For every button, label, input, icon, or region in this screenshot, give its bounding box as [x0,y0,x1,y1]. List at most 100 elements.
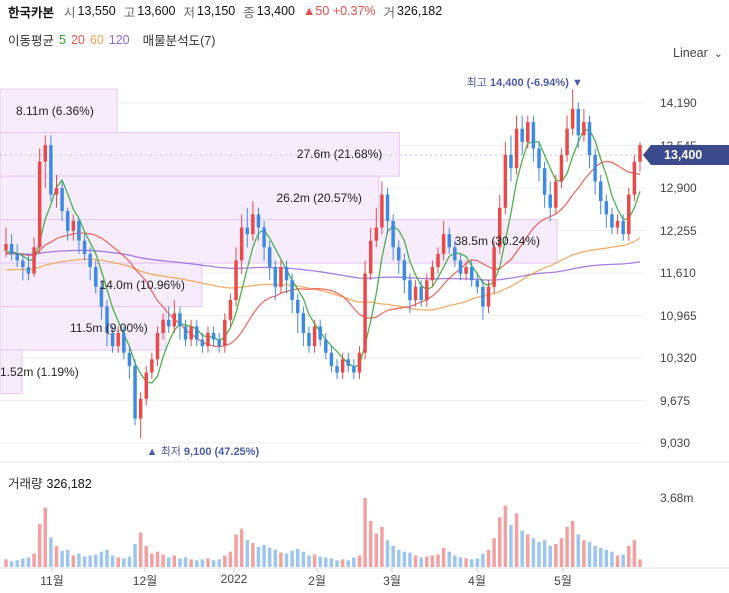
volume-profile-label: 38.5m (30.24%) [454,234,540,249]
candle-body [374,227,379,241]
volume-bar [60,550,64,567]
candle-body [82,240,87,254]
candle-body [458,260,463,274]
ma-60-label: 60 [89,32,104,47]
stock-name[interactable]: 한국카본 [8,5,55,20]
volume-bar [503,505,508,567]
volume-bar [144,545,149,567]
volume-profile-toggle[interactable]: 매물분석도(7) [142,34,216,48]
candle-body [178,313,182,327]
candle-body [324,339,328,353]
candle-body [335,365,339,373]
y-tick-label: 14,190 [660,96,697,110]
volume-bar [419,557,423,567]
x-tick-label: 12월 [132,574,158,588]
volume-value: 326,182 [397,4,443,18]
volume-bar [497,517,502,567]
current-price-value: 13,400 [664,148,703,162]
volume-bar [267,547,272,567]
volume-bar [239,528,244,567]
volume-bar [166,557,171,567]
volume-bar [374,533,379,567]
low-value: 13,150 [197,4,236,18]
candle-body [65,211,70,231]
high-label: 고 [123,5,136,20]
candle-body [627,194,631,235]
candle-body [88,253,92,268]
x-tick-label: 2022 [220,572,248,586]
candle-body [217,339,221,347]
candle-body [138,398,143,419]
candle-body [357,352,362,373]
candle-body [380,194,384,228]
volume-bar [363,498,367,567]
volume-bar [32,553,36,567]
candle-body [436,253,440,268]
scale-dropdown[interactable]: Linear ⌄ [673,46,723,60]
volume-bar [447,551,451,567]
candle-body [267,247,272,268]
volume-bar [195,560,199,567]
candle-body [570,108,575,129]
candle-body [195,326,199,340]
x-tick-label: 11월 [40,574,64,588]
candle-body [475,280,480,287]
candle-body [296,300,300,314]
candle-body [9,244,14,254]
volume-bar [587,542,592,567]
candle-body [638,145,642,162]
candle-body [559,155,564,182]
close-label: 종 [243,5,255,20]
volume-bar [537,542,541,567]
stock-info-bar: 한국카본 시 13,550 고 13,600 저 13,150 종 13,400 ▲50… [8,3,450,20]
volume-bar [99,551,104,567]
volume-bar [21,558,25,567]
volume-bar [54,545,59,567]
candle-body [453,247,457,261]
candle-body [200,339,205,347]
x-tick-label: 2월 [308,574,326,588]
change-value: ▲50 +0.37% [303,4,376,18]
ma-20-line [6,160,641,348]
candle-body [503,155,508,208]
volume-bar [161,554,165,567]
volume-bar [638,559,642,567]
low-label: 저 [183,5,196,20]
volume-bar [509,524,513,567]
candle-body [228,300,233,320]
volume-bar [453,555,457,567]
volume-bar [223,555,227,567]
volume-bar [122,558,126,567]
candle-body [189,326,193,340]
candle-body [368,240,373,274]
volume-bar [357,555,362,567]
candle-body [537,148,541,169]
volume-profile-bar [0,306,167,351]
y-tick-label: 12,255 [660,223,697,238]
volume-bar [88,555,92,567]
moving-average-legend: 이동평균 5 20 60 120 매물분석도(7) [8,30,220,49]
volume-bar [565,526,569,567]
volume-bar [189,559,193,567]
volume-bar [368,521,373,567]
volume-bar [464,558,468,567]
candle-body [144,372,149,399]
volume-bar [228,551,233,567]
high-annotation-prefix: 최고 [466,77,487,89]
candle-body [166,319,171,327]
candle-body [21,260,25,268]
candle-body [43,145,48,162]
candle-body [4,244,8,251]
low-annotation-prefix: 최저 [160,446,181,458]
candle-body [133,365,137,419]
volume-bar [279,552,283,567]
candle-body [425,280,429,301]
ma-label[interactable]: 이동평균 [8,34,55,48]
volume-bar [211,560,216,567]
candle-body [402,260,407,281]
y-tick-label: 10,320 [660,351,697,365]
volume-bar [385,540,390,567]
candle-body [565,128,569,156]
volume-bar [26,557,31,567]
